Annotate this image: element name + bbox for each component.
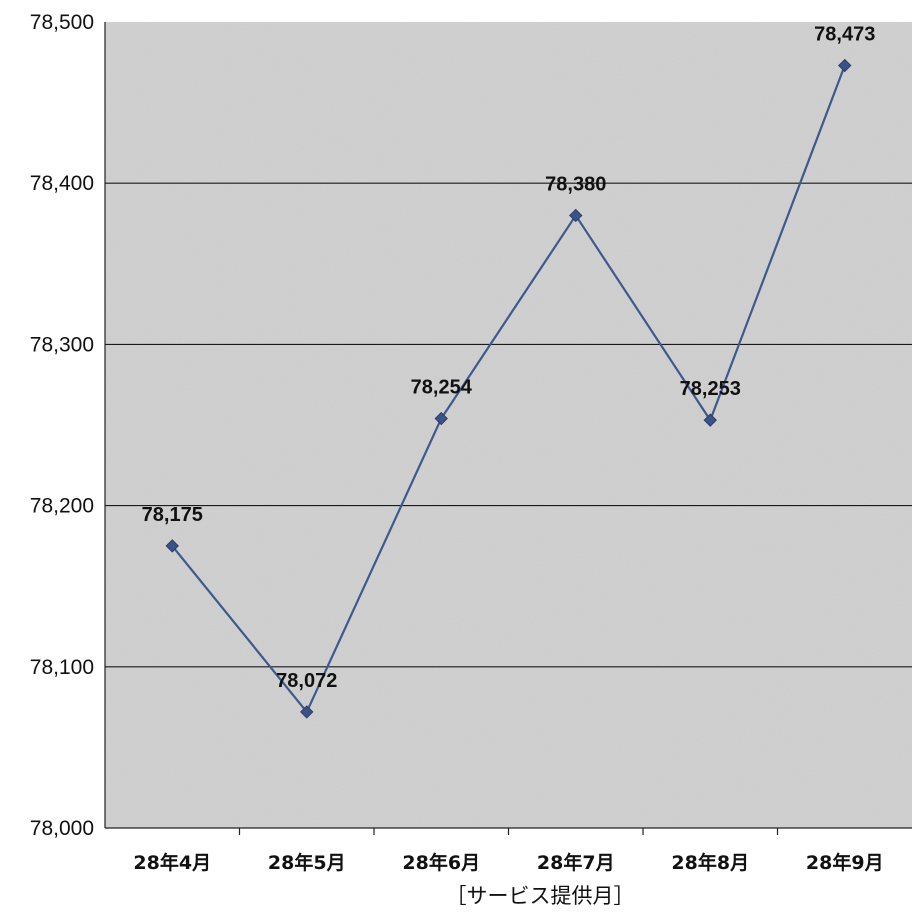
y-tick-label: 78,200 (30, 495, 94, 518)
x-tick-label: 28年9月 (806, 851, 884, 874)
x-tick-label: 28年4月 (133, 851, 211, 874)
plot-texture (105, 22, 912, 828)
series-line (171, 65, 846, 715)
data-point-marker (165, 539, 179, 553)
data-label: 78,072 (276, 670, 337, 692)
data-label: 78,253 (680, 378, 741, 400)
series-markers (165, 58, 852, 719)
data-label: 78,380 (545, 173, 606, 195)
data-point-marker (434, 411, 448, 426)
data-label: 78,473 (814, 24, 875, 46)
data-point-marker (300, 705, 314, 719)
x-tick-label: 28年7月 (537, 851, 615, 874)
y-tick-label: 78,400 (30, 172, 94, 195)
data-point-marker (569, 208, 583, 223)
data-label: 78,175 (142, 504, 203, 526)
gridlines (105, 182, 912, 668)
y-tick-label: 78,300 (30, 333, 94, 356)
x-axis-title: ［サービス提供月］ (446, 884, 635, 908)
data-point-marker (703, 413, 717, 427)
y-tick-label: 78,000 (30, 817, 94, 840)
data-label: 78,254 (411, 377, 473, 399)
data-labels: 78,175 78,072 78,254 78,380 78,253 78,473 (142, 24, 876, 692)
x-tick-labels: 28年4月 28年5月 28年6月 28年7月 28年8月 28年9月 (133, 851, 883, 874)
x-tick-label: 28年8月 (671, 851, 749, 874)
x-tick-label: 28年5月 (268, 851, 346, 874)
y-tick-label: 78,500 (30, 11, 94, 34)
data-point-marker (838, 58, 852, 73)
y-tick-labels: 78,000 78,100 78,200 78,300 78,400 78,500 (30, 11, 94, 840)
y-tick-label: 78,100 (30, 656, 94, 679)
x-tick-marks (238, 828, 779, 835)
x-tick-label: 28年6月 (402, 851, 480, 874)
